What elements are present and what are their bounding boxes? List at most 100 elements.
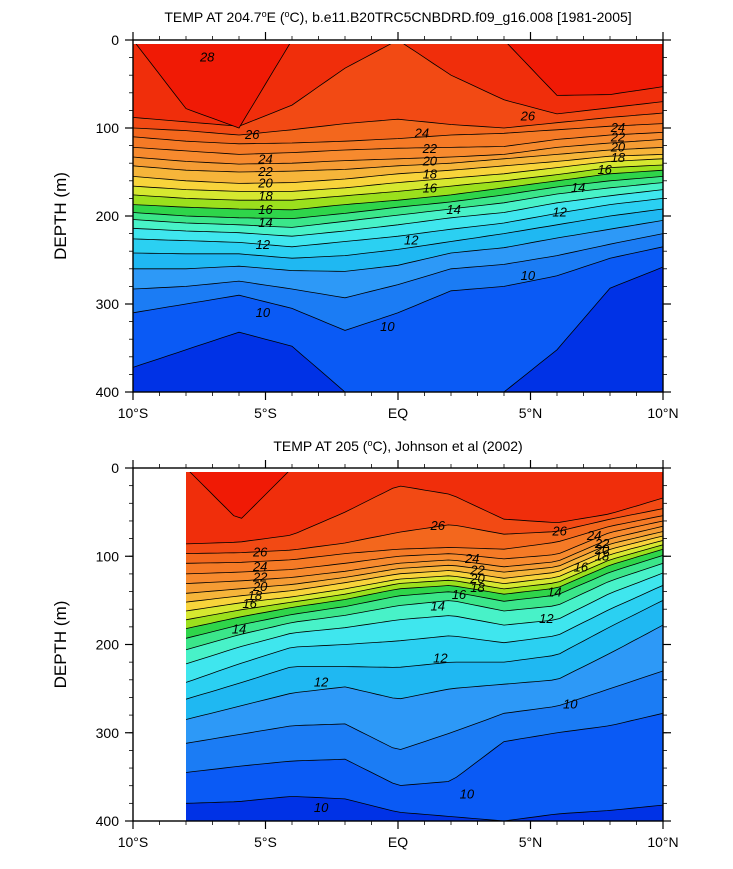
isotherm-22 — [186, 531, 663, 594]
y-tick-label: 100 — [96, 548, 120, 564]
x-tick-label: 10°N — [647, 834, 678, 850]
contour-label: 10 — [380, 319, 395, 334]
isotherm-21 — [133, 154, 663, 184]
isotherm-27 — [133, 44, 663, 127]
contour-label: 10 — [563, 697, 578, 712]
contour-label: 16 — [574, 560, 589, 575]
contour-label: 20 — [610, 139, 626, 154]
y-tick-label: 200 — [96, 208, 120, 224]
contour-label: 16 — [423, 181, 438, 196]
contour-label: 10 — [460, 787, 475, 802]
isotherm-13 — [133, 208, 663, 259]
contour-label: 24 — [252, 559, 267, 574]
contour-label: 26 — [430, 518, 446, 533]
isotherm-28 — [189, 472, 289, 519]
contour-label: 22 — [594, 536, 610, 551]
contour-label: 16 — [452, 587, 467, 602]
contour-label: 12 — [433, 651, 448, 666]
contour-label: 22 — [422, 141, 438, 156]
y-tick-label: 100 — [96, 120, 120, 136]
contour-label: 18 — [611, 150, 626, 165]
band-above-28 — [190, 472, 288, 519]
isotherm-18 — [133, 169, 663, 211]
contour-label: 20 — [422, 153, 438, 168]
isotherm-17 — [133, 176, 663, 220]
band-above-28 — [136, 44, 663, 128]
contour-label: 20 — [469, 571, 485, 586]
contour-label: 24 — [610, 120, 625, 135]
x-tick-label: 10°S — [118, 405, 149, 421]
y-axis-label: DEPTH (m) — [51, 172, 70, 260]
contour-label: 10 — [521, 268, 536, 283]
contour-label: 18 — [258, 189, 273, 204]
isotherm-12 — [133, 220, 663, 272]
contour-label: 12 — [404, 233, 419, 248]
y-tick-label: 400 — [96, 813, 120, 829]
contour-label: 20 — [594, 542, 610, 557]
contour-label: 16 — [258, 202, 273, 217]
x-tick-label: 5°N — [519, 405, 543, 421]
contour-label: 14 — [232, 621, 246, 636]
contour-label: 22 — [252, 569, 268, 584]
contour-label: 14 — [547, 584, 561, 599]
isotherm-20 — [186, 540, 663, 612]
contour-label: 18 — [470, 580, 485, 595]
contour-label: 10 — [256, 305, 271, 320]
isotherm-11 — [186, 670, 663, 750]
y-tick-label: 300 — [96, 725, 120, 741]
isotherm-20 — [133, 158, 663, 192]
contour-label: 24 — [414, 125, 429, 140]
contour-label: 10 — [314, 800, 329, 815]
y-axis-label: DEPTH (m) — [51, 601, 70, 689]
contour-label: 14 — [446, 202, 460, 217]
isotherm-19 — [133, 164, 663, 201]
contour-label: 28 — [199, 50, 215, 65]
y-tick-label: 400 — [96, 384, 120, 400]
contour-label: 24 — [586, 528, 601, 543]
isotherm-23 — [186, 525, 663, 584]
isotherm-15 — [186, 572, 663, 665]
isotherm-25 — [133, 123, 663, 145]
isotherm-18 — [186, 548, 663, 629]
x-tick-label: EQ — [388, 834, 408, 850]
contour-label: 16 — [242, 596, 257, 611]
contour-label: 12 — [314, 674, 329, 689]
x-tick-label: EQ — [388, 405, 408, 421]
contour-label: 26 — [520, 109, 536, 124]
isotherm-12 — [186, 624, 663, 720]
isotherm-9 — [186, 796, 663, 821]
contour-label: 18 — [248, 588, 263, 603]
contour-label: 12 — [256, 237, 271, 252]
chart-title: TEMP AT 204.7oE (oC), b.e11.B20TRC5CNBDR… — [164, 9, 631, 25]
contour-label: 18 — [595, 548, 610, 563]
isotherm-10 — [133, 246, 663, 331]
y-tick-label: 200 — [96, 637, 120, 653]
contour-label: 14 — [571, 180, 585, 195]
isotherm-19 — [186, 544, 663, 621]
isotherm-28 — [135, 44, 663, 129]
x-tick-label: 5°S — [254, 405, 277, 421]
isotherm-16 — [133, 182, 663, 228]
contour-label: 12 — [539, 611, 554, 626]
x-tick-label: 10°N — [647, 405, 678, 421]
y-tick-label: 300 — [96, 296, 120, 312]
y-tick-label: 0 — [111, 32, 119, 48]
contour-label: 26 — [244, 127, 260, 142]
x-tick-label: 5°N — [519, 834, 543, 850]
panel-observed-temperature-section: 26 26 242220181614122624222018161424222018… — [51, 438, 679, 850]
contour-label: 22 — [257, 164, 273, 179]
contour-field: 26 26 242220181614122624222018161424222018… — [186, 472, 663, 821]
contour-label: 18 — [423, 167, 438, 182]
isotherm-21 — [186, 535, 663, 603]
isotherm-16 — [186, 562, 663, 651]
isotherm-26 — [186, 508, 663, 554]
isotherm-15 — [133, 189, 663, 237]
isotherm-27 — [186, 485, 663, 545]
contour-label: 14 — [258, 215, 272, 230]
contour-label: 16 — [597, 162, 612, 177]
isotherm-25 — [186, 515, 663, 564]
isotherm-14 — [133, 198, 663, 248]
